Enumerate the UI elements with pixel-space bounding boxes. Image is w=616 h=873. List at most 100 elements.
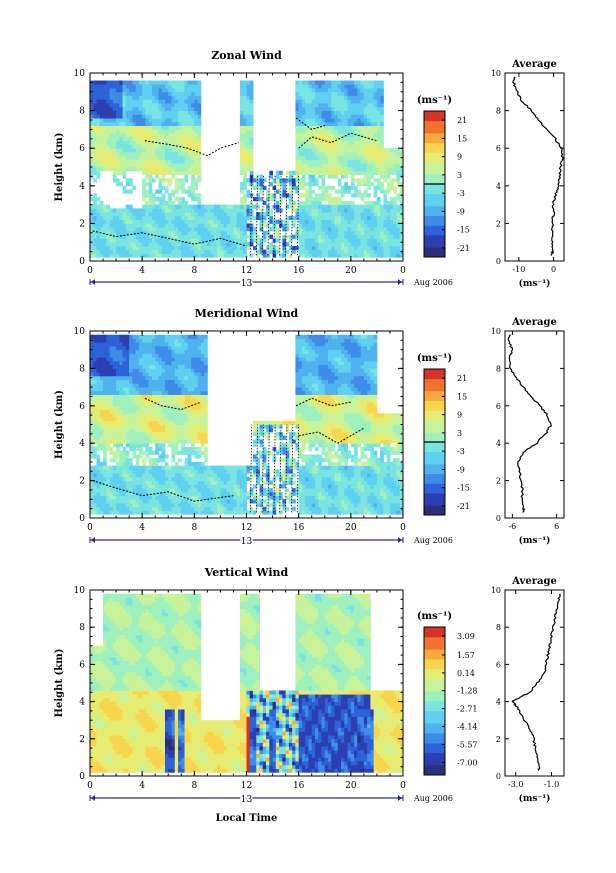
heatmap-cell: [96, 163, 101, 168]
heatmap-cell: [138, 245, 143, 251]
heatmap-cell: [187, 488, 192, 493]
heatmap-cell: [226, 238, 231, 243]
heatmap-cell: [285, 227, 290, 232]
heatmap-cell: [344, 159, 348, 164]
heatmap-cell: [389, 238, 394, 243]
heatmap-cell: [168, 368, 172, 373]
heatmap-cell: [223, 234, 228, 239]
heatmap-cell: [191, 253, 195, 258]
heatmap-cell: [151, 95, 156, 100]
heatmap-cell: [138, 450, 143, 455]
heatmap-cell: [116, 488, 120, 493]
heatmap-cell: [181, 394, 185, 399]
heatmap-cell: [357, 249, 362, 254]
heatmap-cell: [125, 420, 130, 425]
heatmap-cell: [181, 506, 185, 511]
heatmap-cell: [155, 103, 159, 108]
heatmap-cell: [112, 364, 117, 369]
heatmap-cell: [318, 80, 322, 85]
heatmap-cell: [389, 163, 394, 168]
heatmap-cell: [171, 148, 176, 153]
colorbar-swatch: [424, 115, 445, 119]
heatmap-cell: [145, 253, 150, 258]
heatmap-cell: [285, 204, 290, 209]
heatmap-cell: [383, 148, 388, 153]
heatmap-cell: [239, 197, 244, 202]
heatmap-cell: [129, 398, 133, 403]
heatmap-cell: [155, 398, 159, 403]
heatmap-cell: [328, 170, 332, 175]
heatmap-cell: [239, 163, 244, 168]
heatmap-cell: [148, 245, 153, 251]
colorbar-swatch: [424, 149, 445, 153]
heatmap-cell: [357, 215, 362, 221]
heatmap-cell: [301, 193, 306, 198]
heatmap-cell: [350, 88, 355, 93]
heatmap-cell: [161, 338, 166, 343]
heatmap-cell: [151, 334, 156, 339]
heatmap-cell: [380, 212, 384, 217]
heatmap-cell: [148, 476, 153, 481]
heatmap-cell: [122, 503, 127, 508]
heatmap-cell: [341, 238, 345, 243]
heatmap-cell: [158, 364, 163, 369]
heatmap-cell: [191, 379, 195, 384]
heatmap-cell: [178, 129, 182, 134]
heatmap-cell: [151, 197, 156, 202]
heatmap-cell: [168, 129, 172, 134]
heatmap-cell: [301, 133, 306, 138]
heatmap-cell: [116, 394, 120, 399]
heatmap-cell: [129, 114, 133, 119]
heatmap-cell: [135, 223, 140, 228]
heatmap-cell: [187, 80, 192, 85]
heatmap-cell: [129, 428, 133, 433]
heatmap-cell: [164, 136, 169, 142]
heatmap-cell: [161, 435, 166, 440]
heatmap-cell: [223, 238, 228, 243]
heatmap-cell: [184, 227, 189, 232]
heatmap-cell: [399, 253, 404, 258]
heatmap-cell: [145, 394, 150, 399]
heatmap-cell: [90, 144, 94, 149]
heatmap-cell: [171, 443, 176, 448]
heatmap-cell: [174, 230, 179, 236]
heatmap-cell: [376, 136, 381, 142]
heatmap-cell: [129, 473, 133, 478]
heatmap-cell: [106, 446, 110, 452]
heatmap-cell: [138, 465, 143, 470]
average-profile-line: [512, 76, 564, 256]
heatmap-cell: [233, 238, 238, 243]
heatmap-cell: [305, 144, 309, 149]
heatmap-cell: [99, 121, 104, 127]
heatmap-cell: [122, 405, 127, 410]
heatmap-cell: [337, 110, 342, 115]
heatmap-cell: [142, 488, 146, 493]
heatmap-cell: [328, 200, 332, 205]
heatmap-cell: [129, 338, 133, 343]
average-x-tick-label: -10: [512, 265, 525, 274]
heatmap-cell: [295, 185, 300, 190]
heatmap-cell: [138, 413, 143, 418]
heatmap-cell: [161, 417, 166, 422]
heatmap-cell: [103, 223, 107, 228]
heatmap-cell: [210, 215, 215, 221]
heatmap-cell: [389, 167, 394, 172]
heatmap-cell: [331, 84, 335, 89]
heatmap-cell: [155, 424, 159, 429]
heatmap-cell: [158, 144, 163, 149]
heatmap-cell: [187, 439, 192, 444]
heatmap-cell: [376, 95, 381, 100]
heatmap-cell: [116, 405, 120, 410]
heatmap-cell: [223, 253, 228, 258]
colorbar-swatch: [424, 137, 445, 141]
heatmap-cell: [285, 223, 290, 228]
heatmap-cell: [119, 212, 123, 217]
heatmap-cell: [103, 136, 107, 142]
colorbar-swatch: [424, 181, 445, 185]
heatmap-cell: [93, 118, 97, 123]
heatmap-cell: [138, 495, 143, 500]
heatmap-cell: [125, 249, 130, 254]
heatmap-cell: [341, 193, 345, 198]
heatmap-cell: [194, 99, 198, 104]
heatmap-cell: [119, 409, 123, 414]
